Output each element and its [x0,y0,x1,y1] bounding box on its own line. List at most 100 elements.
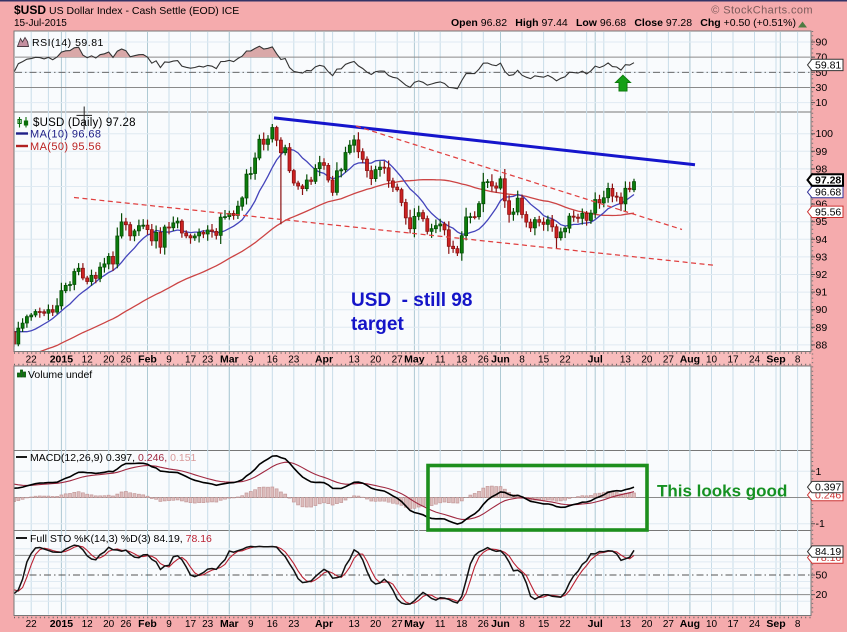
svg-text:13: 13 [620,619,632,630]
svg-text:Sep: Sep [766,618,785,630]
svg-text:11: 11 [435,619,446,630]
svg-text:May: May [404,618,425,630]
svg-text:This looks good: This looks good [657,482,787,501]
svg-text:13: 13 [620,355,632,366]
svg-text:27: 27 [392,619,404,630]
svg-text:MA(10) 96.68: MA(10) 96.68 [30,129,101,141]
svg-text:27: 27 [663,355,675,366]
svg-text:$USD: $USD [14,3,46,17]
svg-text:94: 94 [816,234,828,246]
svg-text:$USD (Daily) 97.28: $USD (Daily) 97.28 [33,117,136,129]
svg-text:target: target [351,314,404,335]
svg-text:20: 20 [370,619,382,630]
svg-text:22: 22 [560,619,572,630]
svg-text:8: 8 [519,355,525,366]
svg-text:12: 12 [82,619,94,630]
svg-text:8: 8 [795,619,801,630]
svg-text:Mar: Mar [220,354,239,366]
svg-text:16: 16 [267,355,279,366]
svg-text:23: 23 [288,355,300,366]
svg-text:95: 95 [816,216,828,228]
svg-text:Full STO %K(14,3) %D(3) 84.19,: Full STO %K(14,3) %D(3) 84.19, 78.16 [30,533,212,545]
svg-text:24: 24 [749,355,761,366]
svg-text:50: 50 [816,67,828,79]
svg-text:99: 99 [816,146,828,158]
svg-text:Aug: Aug [680,618,700,630]
svg-text:© StockCharts.com: © StockCharts.com [711,5,813,17]
svg-text:17: 17 [185,619,197,630]
svg-text:15-Jul-2015: 15-Jul-2015 [14,18,67,29]
svg-text:MACD(12,26,9) 0.397, 0.246, 0.: MACD(12,26,9) 0.397, 0.246, 0.151 [30,452,197,464]
svg-text:97.28: 97.28 [815,175,841,187]
svg-text:8: 8 [519,619,525,630]
svg-text:92: 92 [816,269,828,281]
svg-text:-1: -1 [816,518,825,530]
svg-text:2015: 2015 [50,618,74,630]
svg-text:98: 98 [816,163,828,175]
svg-text:10: 10 [706,355,718,366]
svg-text:12: 12 [82,355,94,366]
svg-text:Open 96.82 High 97.44 Low 96: Open 96.82 High 97.44 Low 96.68 Close 97… [451,17,796,29]
svg-text:90: 90 [816,37,828,49]
svg-text:17: 17 [727,355,739,366]
svg-text:Feb: Feb [138,354,157,366]
svg-text:2015: 2015 [50,354,74,366]
svg-text:Jul: Jul [588,618,603,630]
svg-text:30: 30 [816,82,828,94]
svg-text:26: 26 [120,619,132,630]
svg-text:93: 93 [816,251,828,263]
svg-text:Volume undef: Volume undef [28,369,92,381]
svg-text:9: 9 [166,619,172,630]
svg-text:27: 27 [663,619,675,630]
svg-text:23: 23 [202,619,214,630]
svg-text:20: 20 [370,355,382,366]
svg-text:24: 24 [749,619,761,630]
svg-text:88: 88 [816,339,828,351]
svg-text:100: 100 [816,128,834,140]
svg-text:Jun: Jun [491,354,510,366]
svg-text:10: 10 [706,619,718,630]
svg-text:20: 20 [103,619,115,630]
svg-text:22: 22 [560,355,572,366]
svg-text:18: 18 [456,619,468,630]
svg-text:95.56: 95.56 [815,206,841,218]
svg-text:May: May [404,354,425,366]
svg-text:22: 22 [26,355,38,366]
svg-text:26: 26 [478,619,490,630]
svg-text:0.397: 0.397 [815,482,841,494]
svg-text:84.19: 84.19 [815,546,841,558]
svg-text:20: 20 [641,355,653,366]
svg-text:Jun: Jun [491,618,510,630]
svg-text:96: 96 [816,199,828,211]
svg-text:15: 15 [538,355,550,366]
svg-text:9: 9 [248,619,254,630]
svg-text:27: 27 [392,355,404,366]
svg-text:Sep: Sep [766,354,785,366]
svg-text:20: 20 [103,355,115,366]
svg-text:23: 23 [202,355,214,366]
svg-text:16: 16 [267,619,279,630]
svg-text:Mar: Mar [220,618,239,630]
svg-text:13: 13 [349,355,361,366]
svg-text:20: 20 [641,619,653,630]
svg-text:96.68: 96.68 [815,187,841,199]
svg-text:59.81: 59.81 [815,60,841,72]
svg-text:15: 15 [538,619,550,630]
svg-text:11: 11 [435,355,446,366]
svg-text:70: 70 [816,52,828,64]
svg-text:13: 13 [349,619,361,630]
svg-text:8: 8 [795,355,801,366]
svg-text:17: 17 [727,619,739,630]
svg-text:89: 89 [816,322,828,334]
svg-text:90: 90 [816,304,828,316]
svg-text:MA(50) 95.56: MA(50) 95.56 [30,141,101,153]
svg-text:Apr: Apr [315,618,333,630]
svg-text:20: 20 [816,589,828,601]
svg-text:9: 9 [248,355,254,366]
svg-text:Aug: Aug [680,354,700,366]
svg-text:US Dollar Index - Cash Settle: US Dollar Index - Cash Settle (EOD) ICE [49,5,239,17]
svg-text:17: 17 [185,355,197,366]
svg-text:1: 1 [816,466,822,478]
svg-text:10: 10 [816,97,828,109]
svg-text:18: 18 [456,355,468,366]
